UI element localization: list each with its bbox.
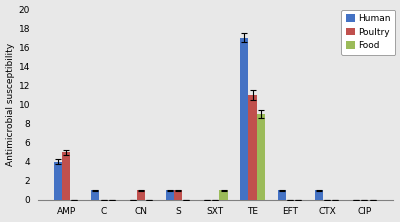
Bar: [62, 152, 70, 200]
Bar: [315, 190, 323, 200]
Bar: [257, 114, 265, 200]
Bar: [174, 190, 182, 200]
Legend: Human, Poultry, Food: Human, Poultry, Food: [341, 10, 395, 55]
Bar: [248, 95, 257, 200]
Bar: [137, 190, 145, 200]
Bar: [278, 190, 286, 200]
Bar: [240, 38, 248, 200]
Y-axis label: Antimicrobial susceptibility: Antimicrobial susceptibility: [6, 43, 14, 166]
Bar: [91, 190, 100, 200]
Bar: [220, 190, 228, 200]
Bar: [166, 190, 174, 200]
Bar: [54, 162, 62, 200]
